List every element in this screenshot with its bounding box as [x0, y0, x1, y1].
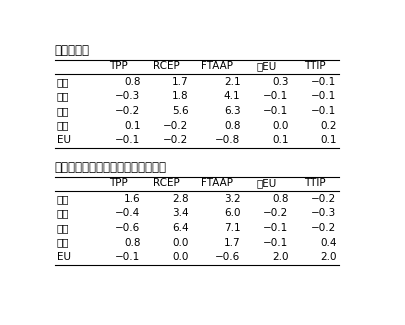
Text: −0.1: −0.1: [263, 106, 288, 116]
Text: −0.2: −0.2: [311, 194, 337, 204]
Text: 5.6: 5.6: [172, 106, 189, 116]
Text: 6.3: 6.3: [224, 106, 241, 116]
Text: −0.2: −0.2: [163, 135, 189, 145]
Text: 2.0: 2.0: [272, 252, 288, 262]
Text: −0.3: −0.3: [311, 208, 337, 218]
Text: 中国: 中国: [57, 91, 69, 101]
Text: 日本: 日本: [57, 77, 69, 87]
Text: 日本: 日本: [57, 194, 69, 204]
Text: 0.0: 0.0: [272, 121, 288, 131]
Text: −0.1: −0.1: [263, 223, 288, 233]
Text: 3.2: 3.2: [224, 194, 241, 204]
Text: 0.8: 0.8: [224, 121, 241, 131]
Text: 6.4: 6.4: [172, 223, 189, 233]
Text: −0.1: −0.1: [115, 135, 141, 145]
Text: −0.2: −0.2: [311, 223, 337, 233]
Text: 0.8: 0.8: [272, 194, 288, 204]
Text: −0.6: −0.6: [215, 252, 241, 262]
Text: −0.1: −0.1: [311, 91, 337, 101]
Text: −0.2: −0.2: [163, 121, 189, 131]
Text: 1.7: 1.7: [172, 77, 189, 87]
Text: −0.1: −0.1: [263, 91, 288, 101]
Text: 0.0: 0.0: [172, 252, 189, 262]
Text: RCEP: RCEP: [153, 178, 180, 188]
Text: 0.8: 0.8: [124, 238, 141, 248]
Text: −0.2: −0.2: [263, 208, 288, 218]
Text: TPP: TPP: [109, 178, 128, 188]
Text: 0.3: 0.3: [272, 77, 288, 87]
Text: FTAAP: FTAAP: [201, 61, 233, 71]
Text: −0.1: −0.1: [311, 106, 337, 116]
Text: −0.2: −0.2: [115, 106, 141, 116]
Text: 1.8: 1.8: [172, 91, 189, 101]
Text: −0.4: −0.4: [115, 208, 141, 218]
Text: 6.0: 6.0: [224, 208, 241, 218]
Text: 中国: 中国: [57, 208, 69, 218]
Text: 韓国: 韓国: [57, 106, 69, 116]
Text: −0.1: −0.1: [263, 238, 288, 248]
Text: 関税の撤廃: 関税の撤廃: [55, 45, 90, 58]
Text: 関税の撤廃および非関税措置の削減: 関税の撤廃および非関税措置の削減: [55, 162, 166, 175]
Text: 韓国: 韓国: [57, 223, 69, 233]
Text: −0.6: −0.6: [115, 223, 141, 233]
Text: 0.1: 0.1: [124, 121, 141, 131]
Text: 0.4: 0.4: [320, 238, 337, 248]
Text: 0.1: 0.1: [320, 135, 337, 145]
Text: 日EU: 日EU: [257, 178, 277, 188]
Text: 2.1: 2.1: [224, 77, 241, 87]
Text: 1.7: 1.7: [224, 238, 241, 248]
Text: −0.1: −0.1: [115, 252, 141, 262]
Text: 2.0: 2.0: [320, 252, 337, 262]
Text: EU: EU: [57, 252, 71, 262]
Text: −0.3: −0.3: [115, 91, 141, 101]
Text: 米国: 米国: [57, 238, 69, 248]
Text: 0.0: 0.0: [172, 238, 189, 248]
Text: EU: EU: [57, 135, 71, 145]
Text: 0.8: 0.8: [124, 77, 141, 87]
Text: FTAAP: FTAAP: [201, 178, 233, 188]
Text: 2.8: 2.8: [172, 194, 189, 204]
Text: −0.8: −0.8: [215, 135, 241, 145]
Text: 3.4: 3.4: [172, 208, 189, 218]
Text: −0.1: −0.1: [311, 77, 337, 87]
Text: 0.1: 0.1: [272, 135, 288, 145]
Text: RCEP: RCEP: [153, 61, 180, 71]
Text: 日EU: 日EU: [257, 61, 277, 71]
Text: TPP: TPP: [109, 61, 128, 71]
Text: 米国: 米国: [57, 121, 69, 131]
Text: 0.2: 0.2: [320, 121, 337, 131]
Text: 1.6: 1.6: [124, 194, 141, 204]
Text: 7.1: 7.1: [224, 223, 241, 233]
Text: TTIP: TTIP: [304, 61, 326, 71]
Text: TTIP: TTIP: [304, 178, 326, 188]
Text: 4.1: 4.1: [224, 91, 241, 101]
